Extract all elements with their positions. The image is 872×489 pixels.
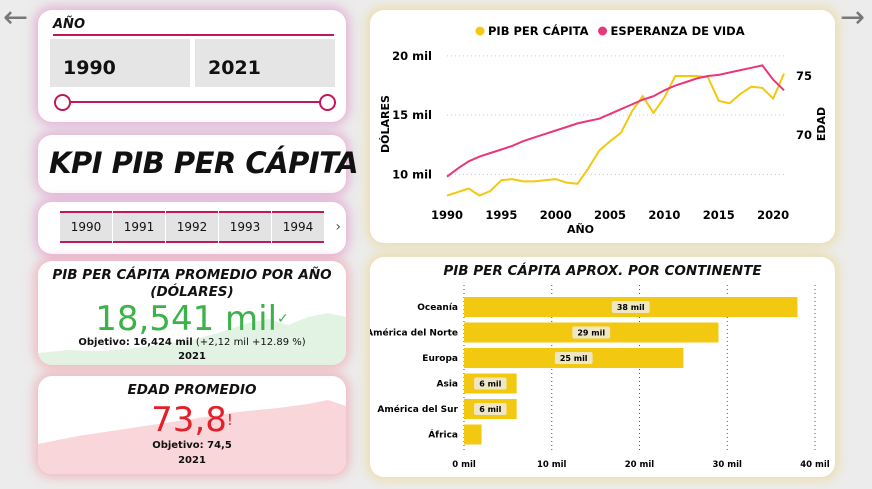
exclamation-icon: ! — [226, 411, 233, 429]
kpi-edad-card: EDAD PROMEDIO 73,8! Objetivo: 74,5 2021 — [38, 376, 346, 474]
category-label: Asia — [437, 380, 458, 390]
kpi-edad-value-row: 73,8! — [38, 402, 346, 438]
y-tick-label-left: 15 mil — [392, 108, 432, 122]
data-label: 6 mil — [479, 405, 501, 414]
x-tick-label: 1995 — [485, 208, 517, 222]
legend-label: PIB PER CÁPITA — [488, 23, 589, 38]
bar-chart: 0 mil 10 mil 20 mil 30 mil 40 mil Oceanía 38 m… — [366, 285, 830, 470]
data-label-bg — [474, 377, 507, 390]
y-tick-label-left: 20 mil — [392, 49, 432, 63]
kpi-edad-target-row: Objetivo: 74,5 — [38, 440, 346, 452]
x-tick-label: 2015 — [703, 208, 735, 222]
x-tick-label: 10 mil — [537, 460, 567, 470]
chart-grid — [447, 55, 784, 175]
back-arrow-icon[interactable]: ← — [3, 0, 29, 35]
year-strip: 1990 1991 1992 1993 1994 › — [38, 202, 346, 254]
year-slider-start-handle[interactable] — [54, 94, 71, 111]
data-label: 38 mil — [617, 303, 645, 312]
title-card: KPI PIB PER CÁPITA — [38, 135, 359, 193]
year-range-slicer: AÑO 1990 2021 — [38, 10, 346, 122]
chart-legend: PIB PER CÁPITA ESPERANZA DE VIDA — [475, 23, 745, 38]
kpi-pib-trend-area — [38, 313, 346, 365]
y-tick-label-right: 75 — [796, 69, 812, 83]
category-label: Oceanía — [417, 303, 458, 313]
legend-label: ESPERANZA DE VIDA — [611, 24, 745, 38]
year-from-input[interactable]: 1990 — [50, 39, 190, 87]
kpi-edad-year: 2021 — [178, 455, 206, 466]
year-slider-track[interactable] — [62, 101, 326, 103]
category-label: América del Norte — [370, 328, 458, 339]
line-chart-card: PIB PER CÁPITA ESPERANZA DE VIDA 10 mil 15… — [370, 10, 835, 243]
chevron-right-icon[interactable]: › — [335, 219, 341, 235]
data-label-bg — [474, 403, 507, 415]
category-label: América del Sur — [377, 404, 458, 415]
year-tab[interactable]: 1992 — [166, 211, 218, 243]
x-tick-label: 2020 — [757, 208, 789, 222]
kpi-pib-value: 18,541 mil — [95, 299, 278, 339]
year-to-input[interactable]: 2021 — [195, 39, 335, 87]
x-tick-label: 2005 — [594, 208, 626, 222]
kpi-pib-year: 2021 — [178, 351, 206, 362]
forward-arrow-icon[interactable]: → — [840, 0, 866, 35]
chart-series — [446, 64, 785, 197]
year-tab[interactable]: 1994 — [272, 211, 324, 243]
chart-axes: 10 mil 15 mil 20 mil 70 75 1990 1995 2000 2005 20… — [379, 49, 828, 236]
legend-marker — [598, 26, 608, 36]
data-label: 25 mil — [560, 354, 588, 363]
line-chart: PIB PER CÁPITA ESPERANZA DE VIDA 10 mil 15… — [379, 23, 828, 236]
y-tick-label-left: 10 mil — [392, 167, 432, 181]
x-tick-label: 1990 — [431, 208, 463, 222]
kpi-edad-target: Objetivo: 74,5 — [152, 440, 232, 451]
kpi-pib-value-row: 18,541 mil✓ — [38, 301, 346, 337]
series-line[interactable] — [446, 64, 785, 178]
data-label: 6 mil — [479, 380, 501, 389]
category-label: África — [428, 429, 458, 441]
year-filter-label: AÑO — [53, 17, 85, 32]
category-label: Europa — [422, 354, 458, 364]
year-tab[interactable]: 1991 — [113, 211, 165, 243]
bar-chart-card: PIB PER CÁPITA APROX. POR CONTINENTE 0 m… — [366, 257, 835, 477]
y-tick-label-right: 70 — [796, 128, 812, 142]
x-axis-title: AÑO — [567, 223, 594, 236]
page-title: KPI PIB PER CÁPITA — [49, 146, 359, 180]
kpi-pib-title-line2: (DÓLARES) — [150, 284, 234, 300]
year-slider-end-handle[interactable] — [319, 94, 336, 111]
kpi-edad-value: 73,8 — [151, 400, 227, 440]
year-tab[interactable]: 1993 — [219, 211, 271, 243]
data-label-bg — [572, 326, 611, 339]
y-axis-title-left: DÓLARES — [379, 95, 392, 153]
bar[interactable] — [464, 424, 482, 445]
kpi-pib-card: PIB PER CÁPITA PROMEDIO POR AÑO (DÓLARES… — [38, 261, 346, 365]
kpi-pib-delta: (+2,12 mil +12.89 %) — [195, 337, 306, 348]
year-filter-underline — [53, 34, 334, 36]
x-tick-label: 2000 — [540, 208, 572, 222]
series-line[interactable] — [446, 73, 785, 197]
x-tick-label: 0 mil — [452, 460, 476, 470]
legend-marker — [475, 26, 485, 36]
y-axis-title-right: EDAD — [815, 107, 828, 141]
data-label: 29 mil — [577, 329, 605, 338]
check-icon: ✓ — [277, 311, 289, 327]
x-tick-label: 40 mil — [800, 460, 830, 470]
x-tick-label: 30 mil — [713, 460, 743, 470]
kpi-pib-title-line1: PIB PER CÁPITA PROMEDIO POR AÑO — [52, 267, 332, 283]
x-tick-label: 20 mil — [625, 460, 655, 470]
bar-chart-title: PIB PER CÁPITA APROX. POR CONTINENTE — [443, 263, 762, 279]
x-tick-label: 2010 — [648, 208, 680, 222]
kpi-pib-target: Objetivo: 16,424 mil — [78, 337, 193, 348]
kpi-edad-title: EDAD PROMEDIO — [127, 382, 257, 398]
kpi-pib-target-row: Objetivo: 16,424 mil (+2,12 mil +12.89 %… — [38, 337, 346, 349]
data-label-bg — [554, 352, 593, 364]
data-label-bg — [611, 301, 650, 313]
year-tab[interactable]: 1990 — [60, 211, 112, 243]
kpi-edad-trend-area — [38, 400, 346, 474]
